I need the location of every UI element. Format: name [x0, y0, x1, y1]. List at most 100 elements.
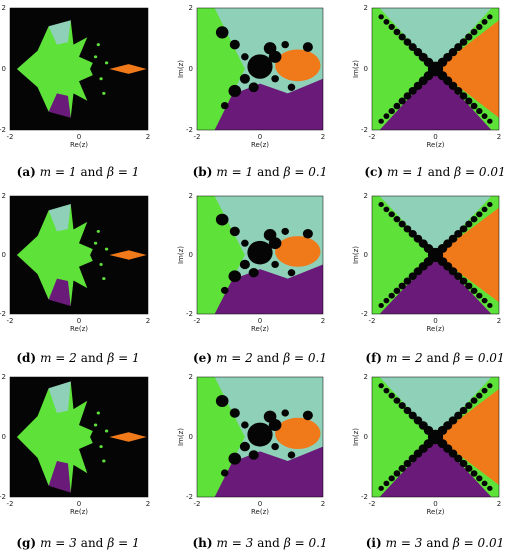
- caption-conj: and: [81, 351, 104, 365]
- blob: [393, 216, 401, 223]
- x-tick-label: -2: [7, 317, 14, 325]
- x-axis-label: Re(z): [70, 325, 88, 333]
- blob: [481, 113, 488, 119]
- y-tick-label: 0: [364, 433, 368, 441]
- blob: [481, 387, 488, 394]
- basin: [379, 377, 492, 437]
- basin: [379, 255, 492, 314]
- blob: [465, 33, 473, 41]
- blob: [99, 77, 103, 81]
- blob: [248, 450, 259, 460]
- blob: [408, 411, 417, 420]
- blob: [398, 97, 406, 105]
- x-tick-label: 0: [258, 317, 262, 325]
- blob: [459, 92, 468, 100]
- blob: [398, 220, 406, 228]
- blob: [220, 469, 229, 477]
- x-axis-label: Re(z): [427, 325, 445, 333]
- blob: [487, 201, 493, 208]
- x-tick-label: 0: [433, 133, 437, 141]
- caption-label: (g): [16, 536, 36, 550]
- blob: [215, 395, 229, 407]
- caption-conj: and: [257, 165, 280, 179]
- x-tick-label: 2: [321, 133, 325, 141]
- blob: [403, 92, 412, 100]
- caption-m: m = 1: [216, 165, 253, 179]
- blob: [465, 465, 473, 472]
- basin: [197, 8, 245, 130]
- blob: [263, 42, 277, 55]
- blob: [93, 423, 98, 427]
- y-tick-label: 2: [364, 373, 368, 381]
- blob: [93, 55, 98, 59]
- caption-m: m = 1: [387, 165, 424, 179]
- blob: [398, 282, 406, 290]
- caption-label: (h): [192, 536, 212, 550]
- basin: [275, 417, 321, 449]
- y-tick-label: 0: [364, 251, 368, 259]
- blob: [476, 475, 483, 482]
- basin: [275, 49, 321, 82]
- blob: [247, 240, 273, 265]
- basin-plot: [197, 196, 323, 314]
- basin: [197, 196, 245, 314]
- blob: [383, 387, 390, 394]
- blob: [104, 429, 109, 433]
- blob: [413, 234, 423, 243]
- blob: [378, 201, 384, 208]
- x-tick-label: -2: [194, 317, 201, 325]
- x-tick-label: 2: [497, 133, 501, 141]
- basin: [48, 461, 71, 493]
- x-tick-label: 2: [146, 317, 150, 325]
- plot-frame: [9, 195, 149, 315]
- blob: [388, 108, 395, 115]
- y-axis-label: Im(z): [352, 246, 360, 264]
- y-axis-label: Im(z): [352, 60, 360, 78]
- y-tick-label: 0: [2, 433, 6, 441]
- blob: [459, 225, 468, 233]
- y-axis-label: Im(z): [177, 246, 185, 264]
- basin: [379, 8, 492, 69]
- blob: [448, 48, 458, 57]
- blob: [99, 263, 103, 266]
- y-tick-label: 0: [189, 433, 193, 441]
- x-tick-label: -2: [7, 500, 14, 508]
- caption: (g) m = 3 and β = 1: [16, 536, 139, 550]
- caption: (f) m = 2 and β = 0.01: [365, 351, 504, 365]
- blob: [459, 38, 468, 46]
- basin: [197, 446, 323, 497]
- y-tick-label: -2: [186, 310, 193, 318]
- blob: [413, 267, 423, 276]
- basin: [109, 250, 147, 260]
- blob: [388, 23, 395, 30]
- blob: [403, 225, 412, 233]
- x-tick-label: 0: [433, 317, 437, 325]
- caption-beta: β = 1: [106, 351, 139, 365]
- blob: [378, 485, 384, 491]
- blob: [302, 229, 313, 239]
- blob: [102, 459, 106, 463]
- blob: [454, 454, 463, 463]
- caption-beta: β = 0.01: [453, 165, 505, 179]
- blob: [96, 411, 100, 415]
- y-tick-label: 2: [2, 373, 6, 381]
- caption-conj: and: [81, 165, 104, 179]
- caption-beta: β = 1: [106, 536, 139, 550]
- blob: [96, 43, 100, 47]
- blob: [413, 416, 423, 425]
- x-tick-label: 0: [77, 133, 81, 141]
- basin-plot: [10, 377, 148, 497]
- blob: [465, 282, 473, 290]
- blob: [413, 48, 423, 57]
- blob: [388, 475, 395, 482]
- blob: [476, 292, 483, 299]
- caption-beta: β = 0.1: [283, 536, 328, 550]
- blob: [228, 84, 242, 98]
- blob: [448, 81, 458, 90]
- blob: [481, 19, 488, 25]
- blob: [398, 402, 406, 409]
- y-tick-label: 0: [2, 251, 6, 259]
- blob: [398, 465, 406, 472]
- basin: [48, 381, 71, 413]
